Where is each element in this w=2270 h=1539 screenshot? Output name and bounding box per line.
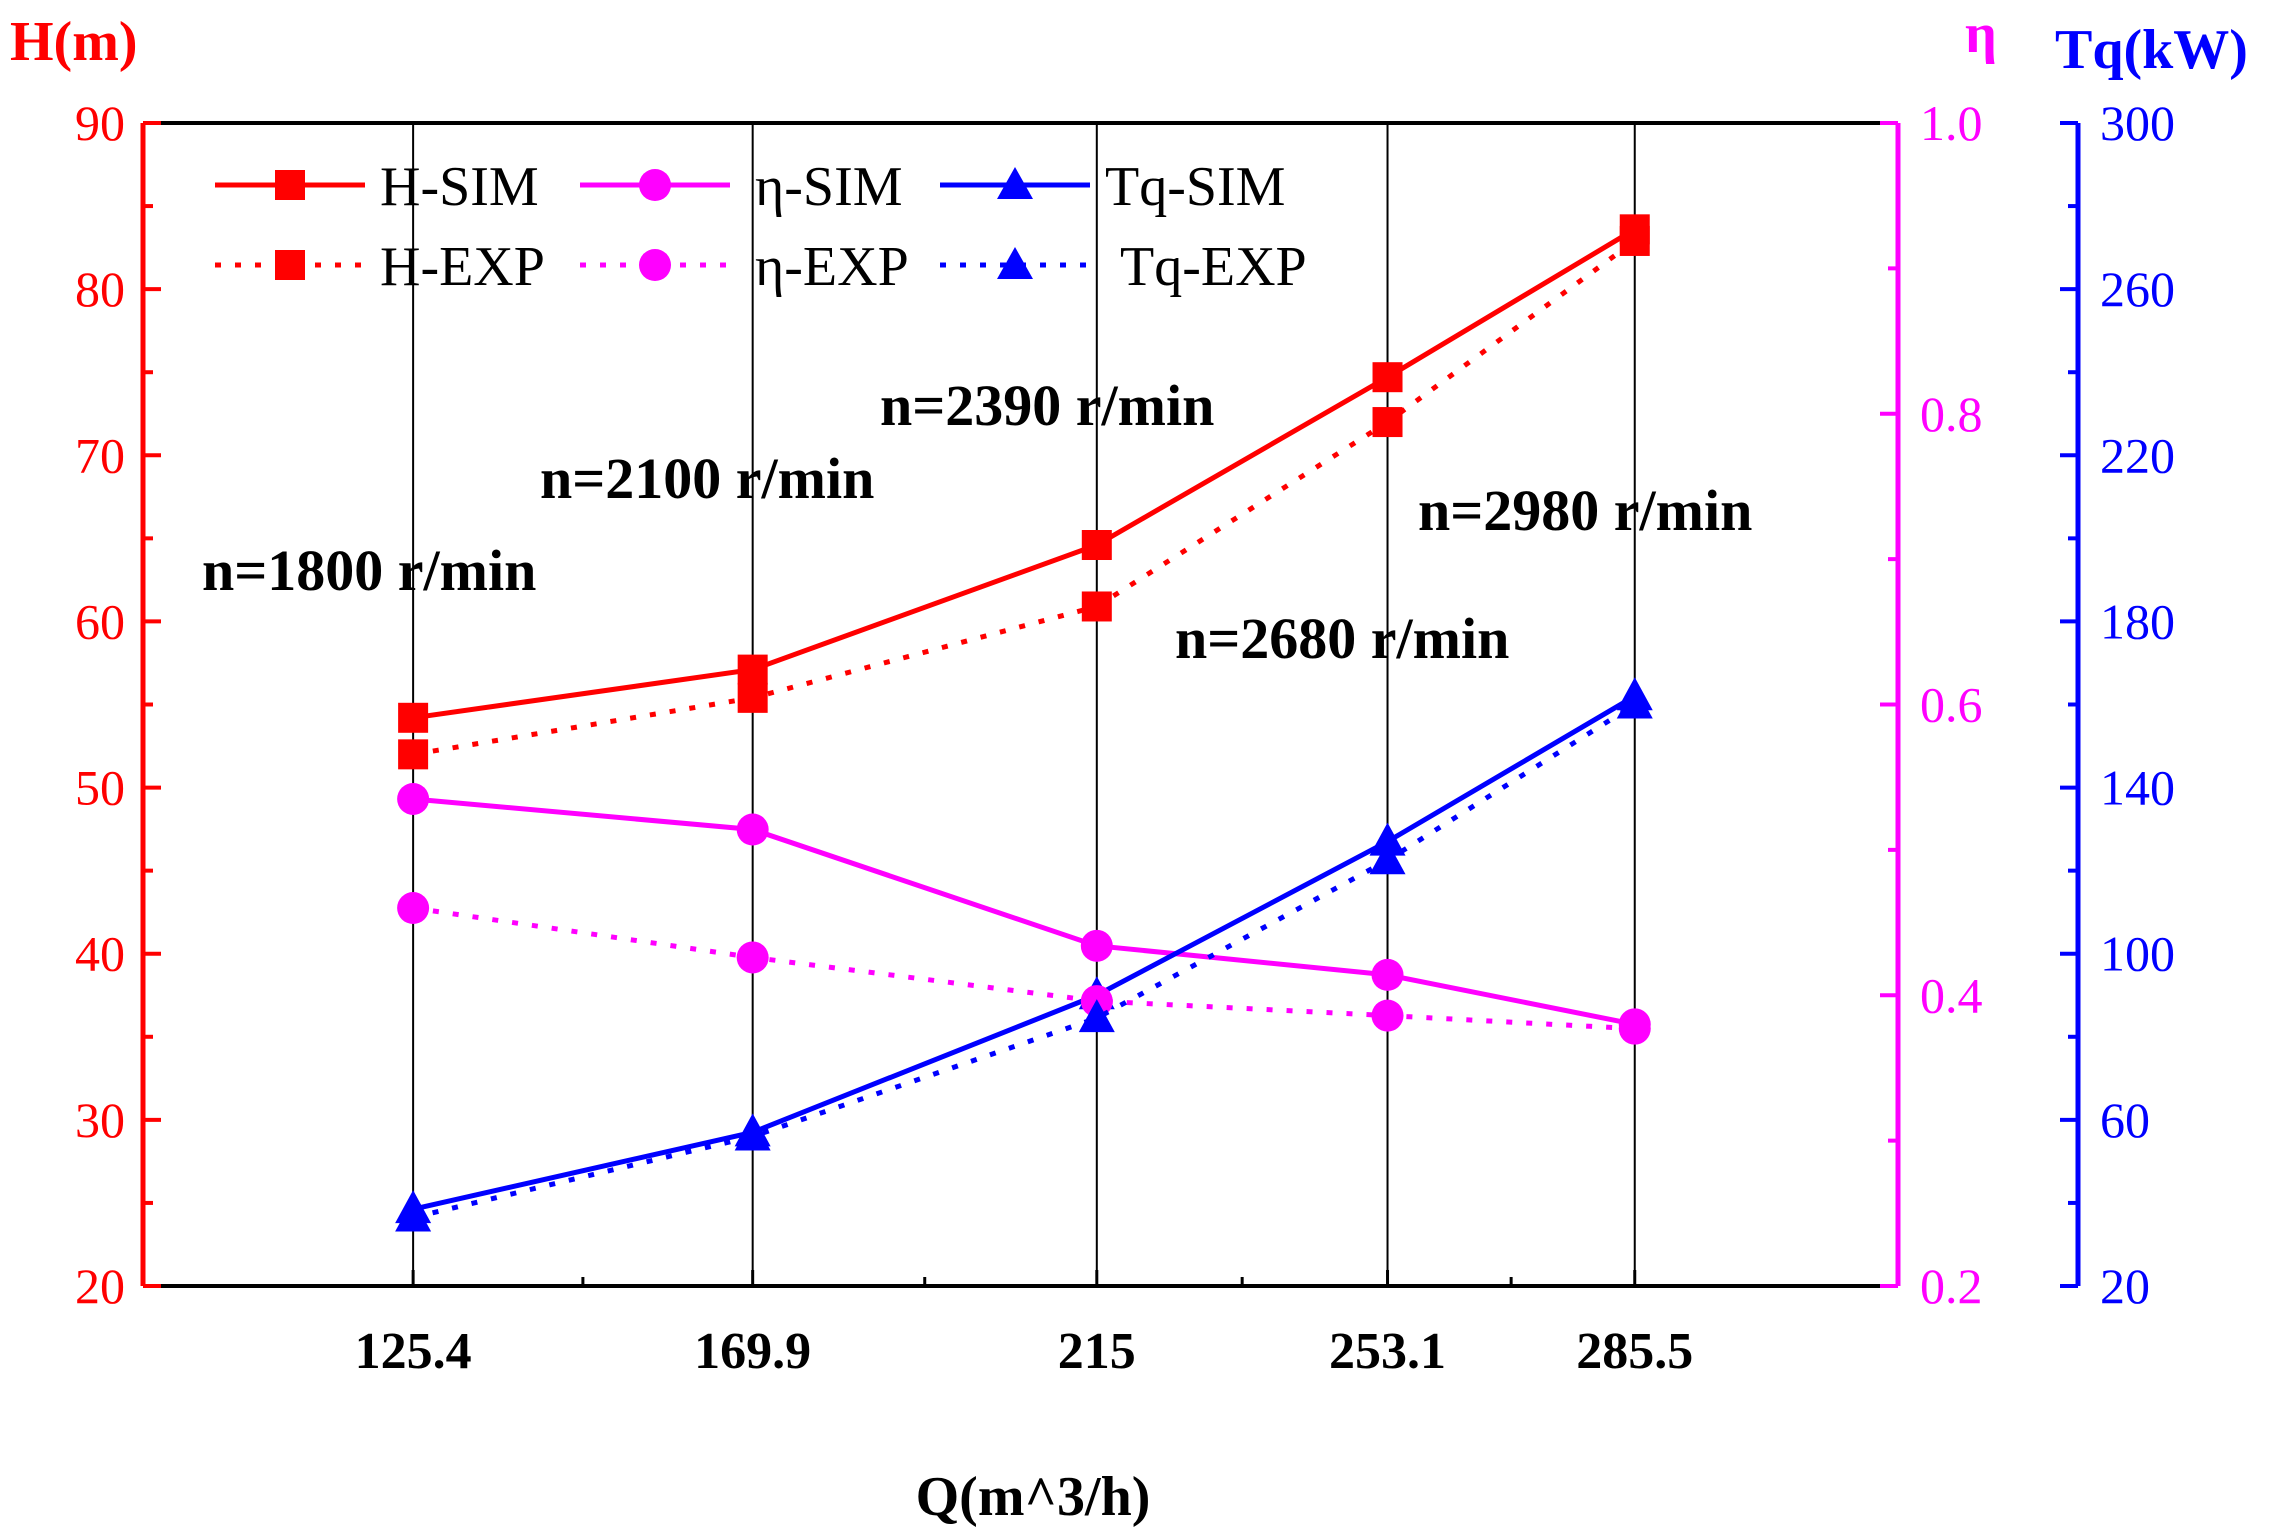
legend-marker-tq-sim bbox=[997, 167, 1033, 199]
series-0-point-0 bbox=[398, 702, 429, 733]
series-4-point-0 bbox=[397, 892, 430, 925]
legend: H-SIM η-SIM Tq-SIM H-EXP η-EXP Tq-EXP bbox=[215, 156, 1307, 298]
eta-tick-label-0: 0.2 bbox=[1920, 1258, 1983, 1314]
h-tick-label-5: 70 bbox=[75, 427, 125, 483]
x-tick-label-4: 285.5 bbox=[1576, 1323, 1693, 1380]
x-tick-label-2: 215 bbox=[1058, 1323, 1136, 1380]
series-group bbox=[395, 214, 1653, 1232]
tq-tick-label-5: 220 bbox=[2100, 427, 2175, 483]
series-0-point-2 bbox=[1081, 530, 1112, 561]
x-tick-label-0: 125.4 bbox=[355, 1323, 472, 1380]
series-5-point-4 bbox=[1616, 685, 1653, 719]
legend-label-h-sim: H-SIM bbox=[380, 156, 539, 218]
series-5-point-0 bbox=[395, 1198, 432, 1232]
tq-tick-label-1: 60 bbox=[2100, 1092, 2150, 1148]
eta-axis-title: η bbox=[1965, 3, 1997, 65]
annotation-n2680: n=2680 r/min bbox=[1175, 606, 1509, 671]
left-axis-title: H(m) bbox=[10, 11, 138, 73]
legend-marker-eta-sim bbox=[639, 169, 671, 201]
series-3-point-1 bbox=[737, 682, 768, 713]
tq-tick-label-6: 260 bbox=[2100, 261, 2175, 317]
legend-marker-h-exp bbox=[275, 250, 305, 280]
annotation-n2980: n=2980 r/min bbox=[1418, 478, 1752, 543]
series-0-point-3 bbox=[1372, 362, 1403, 393]
legend-label-h-exp: H-EXP bbox=[380, 236, 545, 298]
series-5-point-1 bbox=[734, 1117, 771, 1151]
series-0-point-1 bbox=[737, 654, 768, 685]
torque-axis-title: Tq(kW) bbox=[2055, 19, 2248, 81]
legend-label-tq-exp: Tq-EXP bbox=[1120, 236, 1307, 298]
legend-marker-tq-exp bbox=[997, 247, 1033, 279]
series-line-1 bbox=[412, 796, 1636, 1027]
series-3-point-2 bbox=[1081, 591, 1112, 622]
series-4-point-3 bbox=[1371, 999, 1404, 1032]
tq-tick-label-2: 100 bbox=[2100, 926, 2175, 982]
h-tick-label-4: 60 bbox=[75, 593, 125, 649]
series-1-point-2 bbox=[1080, 929, 1113, 962]
tq-tick-label-7: 300 bbox=[2100, 95, 2175, 151]
eta-tick-label-3: 0.8 bbox=[1920, 386, 1983, 442]
legend-label-eta-sim: η-SIM bbox=[755, 156, 903, 218]
series-3-point-3 bbox=[1372, 407, 1403, 438]
h-tick-label-1: 30 bbox=[75, 1092, 125, 1148]
h-tick-label-3: 50 bbox=[75, 760, 125, 816]
x-tick-label-3: 253.1 bbox=[1329, 1323, 1446, 1380]
series-1-point-3 bbox=[1371, 958, 1404, 991]
h-tick-label-6: 80 bbox=[75, 261, 125, 317]
series-line-4 bbox=[412, 905, 1635, 1032]
x-tick-label-1: 169.9 bbox=[694, 1323, 811, 1380]
eta-tick-label-2: 0.6 bbox=[1920, 677, 1983, 733]
legend-marker-eta-exp bbox=[639, 249, 671, 281]
annotation-n2390: n=2390 r/min bbox=[880, 373, 1214, 438]
series-2-point-3 bbox=[1369, 822, 1406, 856]
series-1-point-1 bbox=[736, 813, 769, 846]
eta-tick-label-4: 1.0 bbox=[1920, 95, 1983, 151]
annotation-n2100: n=2100 r/min bbox=[540, 446, 874, 511]
legend-marker-h-sim bbox=[275, 170, 305, 200]
h-tick-label-2: 40 bbox=[75, 926, 125, 982]
series-3-point-0 bbox=[398, 739, 429, 770]
legend-label-eta-exp: η-EXP bbox=[755, 236, 909, 298]
series-line-5 bbox=[412, 702, 1637, 1220]
legend-label-tq-sim: Tq-SIM bbox=[1105, 156, 1285, 218]
series-3-point-4 bbox=[1619, 225, 1650, 256]
tq-tick-label-0: 20 bbox=[2100, 1258, 2150, 1314]
x-axis-title: Q(m^3/h) bbox=[916, 1466, 1151, 1528]
series-4-point-1 bbox=[736, 941, 769, 974]
tq-tick-label-3: 140 bbox=[2100, 760, 2175, 816]
tq-tick-label-4: 180 bbox=[2100, 593, 2175, 649]
axes: 125.4 169.9 215 253.1 285.5 20 30 40 50 60 70 80 90 0… bbox=[75, 95, 2175, 1380]
h-tick-label-7: 90 bbox=[75, 95, 125, 151]
series-5-point-2 bbox=[1078, 999, 1115, 1033]
gridlines bbox=[412, 123, 1636, 1286]
series-5-point-3 bbox=[1369, 841, 1406, 875]
annotation-n1800: n=1800 r/min bbox=[202, 538, 536, 603]
h-tick-label-0: 20 bbox=[75, 1258, 125, 1314]
series-line-2 bbox=[412, 694, 1637, 1212]
eta-tick-label-1: 0.4 bbox=[1920, 967, 1983, 1023]
series-1-point-0 bbox=[397, 782, 430, 815]
series-4-point-4 bbox=[1618, 1012, 1651, 1045]
